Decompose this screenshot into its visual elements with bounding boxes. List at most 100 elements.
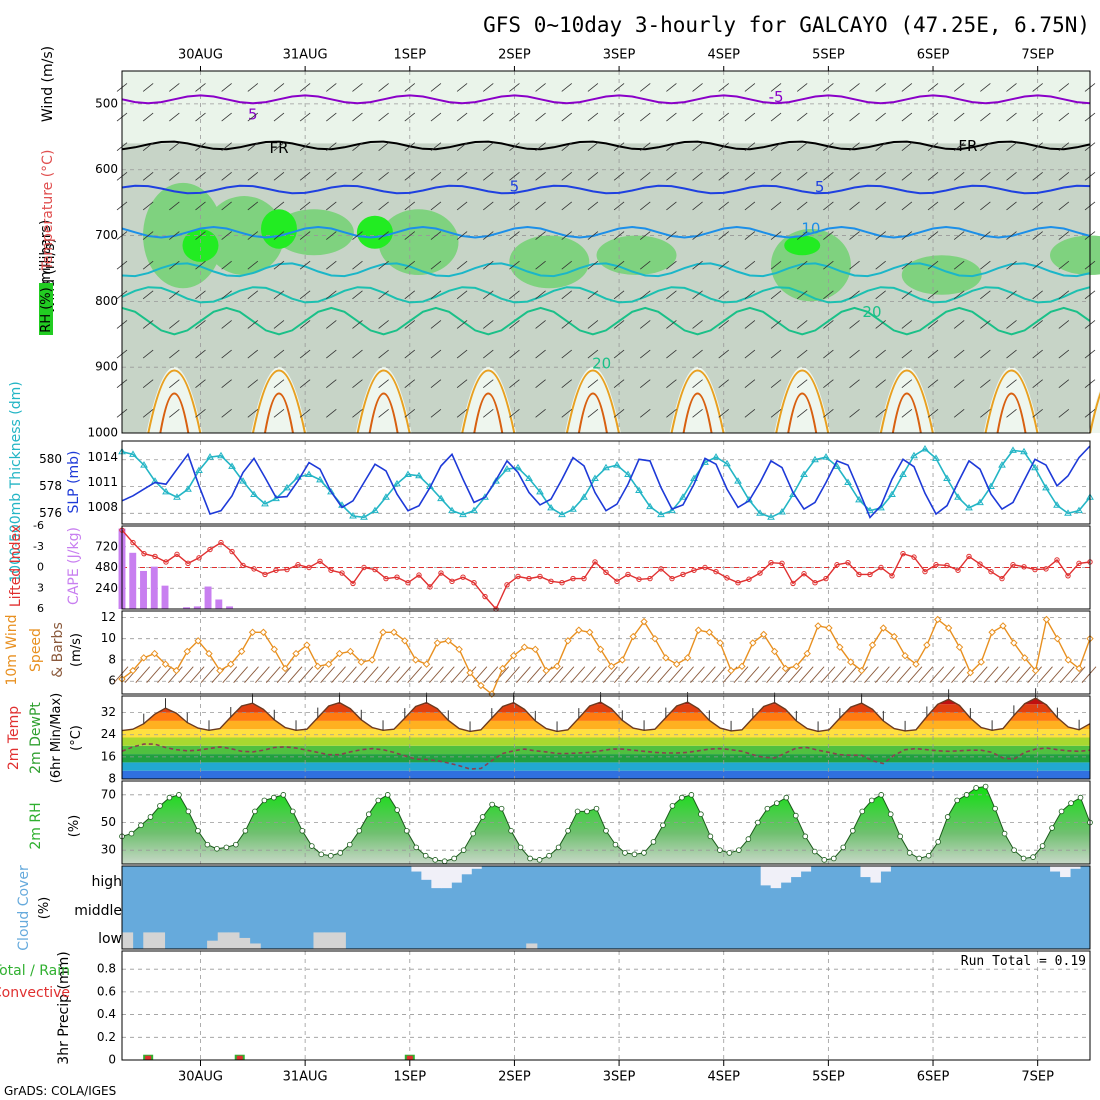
wind-barb	[927, 83, 939, 92]
wind-barb-10m	[505, 666, 520, 684]
thickness-point	[734, 477, 742, 484]
wind-barb	[587, 201, 599, 211]
credit-text: GrADS: COLA/IGES	[4, 1084, 116, 1098]
cape-tick-label: 240	[95, 581, 118, 595]
cape-bar	[161, 585, 169, 609]
time-label-top: 5SEP	[812, 48, 845, 63]
rh-dry-plume	[774, 367, 831, 433]
wind-barb	[352, 349, 363, 359]
wind-barb	[718, 408, 729, 418]
wind-speed-point	[1031, 666, 1040, 675]
wind-barb	[195, 83, 206, 92]
wind-barb-10m	[1016, 666, 1032, 684]
wind-barb	[1006, 231, 1017, 240]
wind-barb	[639, 408, 651, 418]
thickness-point	[965, 503, 973, 511]
wind-barb	[509, 142, 520, 152]
cloud-high-clear	[770, 866, 782, 889]
cape-bar	[129, 552, 137, 609]
wind-barb-10m	[374, 666, 390, 684]
thickness-point	[206, 453, 214, 460]
wind-speed-point	[216, 666, 224, 675]
wind-barb	[770, 171, 782, 181]
wind-speed-point	[607, 662, 616, 671]
wind-barb	[1058, 112, 1070, 122]
wind-barb	[273, 320, 285, 329]
cape-bar	[226, 606, 234, 609]
wind-barb	[718, 83, 729, 92]
li-point	[878, 564, 884, 571]
rh-tick-label: 70	[101, 787, 116, 801]
rh-point	[176, 792, 182, 798]
wind-barb	[404, 171, 416, 181]
wind-barb	[692, 231, 703, 240]
temperature-contour-hot	[996, 392, 1027, 434]
wind-barb	[195, 231, 206, 240]
wind-barb	[142, 231, 154, 240]
rh-point	[299, 827, 306, 834]
wind-barb	[1032, 320, 1043, 329]
contour-label: 20	[592, 354, 611, 372]
wind-speed-point	[923, 641, 931, 649]
wind-speed-point	[672, 660, 681, 668]
rh-point	[650, 839, 657, 845]
wind-barb-10m	[559, 666, 575, 684]
li-point	[911, 554, 917, 560]
wind-barb	[744, 379, 756, 388]
wind-barb	[378, 290, 389, 300]
li-point	[350, 580, 356, 587]
wind-barb	[1058, 290, 1070, 300]
wind-speed-point	[760, 630, 768, 639]
wind-barb	[273, 349, 285, 359]
rh-tick-label: 50	[101, 815, 116, 829]
thickness-point	[646, 502, 654, 510]
temp-tick-label: 16	[101, 749, 116, 763]
time-label-bottom: 2SEP	[498, 1070, 531, 1085]
wind-speed-point	[749, 639, 757, 647]
wind-barb	[142, 201, 154, 211]
li-point	[548, 578, 554, 585]
wind-barb	[692, 260, 703, 270]
li-point	[713, 568, 719, 575]
li-point	[339, 570, 345, 576]
wind-barb-10m	[581, 666, 597, 684]
temperature-contour-warm	[461, 369, 516, 434]
cloud-cover-panel	[121, 865, 1091, 950]
wind-barb	[430, 201, 442, 211]
slp-tick-label: 1011	[87, 475, 118, 489]
wind-barb	[796, 260, 808, 270]
wind-barb-10m	[124, 666, 140, 684]
wind-speed-point	[542, 666, 550, 675]
wind-barb-10m	[407, 666, 423, 684]
wind-barb-10m	[189, 666, 205, 684]
wind-barb	[823, 408, 834, 418]
wind-barb	[456, 83, 468, 92]
wind-barb	[509, 112, 520, 122]
rh-2m-panel: 30 50 70	[101, 780, 1093, 865]
wind-barb	[796, 320, 808, 329]
wind-barb	[901, 379, 913, 388]
li-point	[944, 562, 950, 569]
wind-barb	[561, 171, 573, 181]
wind-barb	[247, 171, 259, 181]
li-point	[702, 564, 708, 571]
rh-point	[290, 808, 296, 815]
wind-barb	[849, 349, 860, 359]
wind-speed-point	[150, 649, 159, 658]
rh-point	[365, 811, 372, 817]
wind-speed-point	[183, 647, 191, 656]
wind-speed-point	[194, 637, 202, 645]
wind-barb-10m	[363, 666, 379, 684]
thickness-point	[173, 493, 181, 500]
li-point	[955, 567, 961, 573]
wind-barb	[326, 260, 337, 270]
thickness-point	[811, 455, 819, 463]
wind-barb	[770, 260, 782, 270]
wind-barb	[980, 171, 991, 181]
wind-speed-point	[520, 643, 529, 651]
wind-barb	[378, 320, 389, 329]
li-line	[121, 529, 1091, 611]
wind-barb	[273, 408, 285, 418]
wind-speed-point	[281, 664, 289, 673]
wind-barb	[1006, 201, 1017, 211]
